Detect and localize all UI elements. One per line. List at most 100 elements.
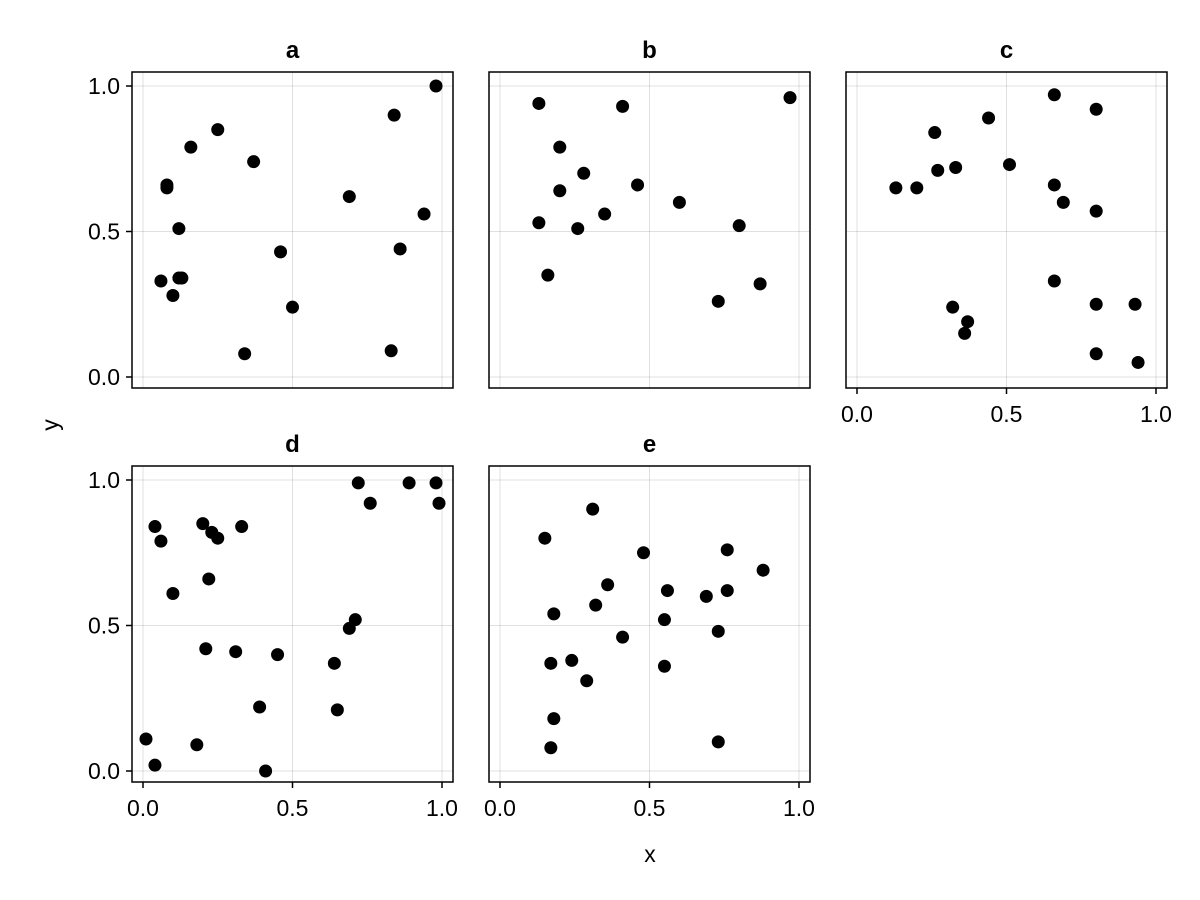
point-b-13 bbox=[753, 277, 767, 291]
y-tick-label: 0.0 bbox=[88, 758, 120, 784]
point-b-0 bbox=[532, 96, 546, 110]
panel-title: c bbox=[1000, 37, 1013, 64]
point-d-16 bbox=[327, 656, 341, 670]
point-d-5 bbox=[190, 738, 204, 752]
point-e-2 bbox=[547, 607, 561, 621]
point-a-17 bbox=[417, 207, 431, 221]
x-tick-label: 0.0 bbox=[841, 401, 873, 427]
point-e-14 bbox=[660, 584, 674, 598]
point-c-15 bbox=[1089, 204, 1103, 218]
point-d-14 bbox=[259, 764, 273, 778]
point-b-4 bbox=[553, 184, 567, 198]
point-b-3 bbox=[553, 140, 567, 154]
point-e-15 bbox=[699, 589, 713, 603]
point-a-10 bbox=[247, 155, 261, 169]
panel-b: b bbox=[488, 37, 811, 389]
x-tick-label: 0.5 bbox=[634, 795, 666, 821]
x-tick-label: 1.0 bbox=[426, 795, 458, 821]
y-tick-label: 0.0 bbox=[88, 364, 120, 390]
point-c-2 bbox=[928, 126, 942, 140]
point-a-18 bbox=[429, 79, 443, 93]
point-c-1 bbox=[910, 181, 924, 195]
point-d-24 bbox=[432, 496, 446, 510]
point-d-2 bbox=[148, 758, 162, 772]
panel-c: c 0.0 0.5 1.0 bbox=[841, 37, 1172, 427]
point-a-3 bbox=[166, 289, 180, 303]
point-e-4 bbox=[544, 741, 558, 755]
x-tick-label: 0.5 bbox=[991, 401, 1023, 427]
point-d-0 bbox=[139, 732, 153, 746]
point-a-0 bbox=[154, 274, 168, 288]
point-c-19 bbox=[1131, 355, 1145, 369]
x-tick-label: 1.0 bbox=[783, 795, 815, 821]
point-a-6 bbox=[175, 271, 189, 285]
point-c-0 bbox=[889, 181, 903, 195]
point-e-6 bbox=[580, 674, 594, 688]
point-d-1 bbox=[148, 520, 162, 534]
point-e-13 bbox=[657, 659, 671, 673]
panel-title: e bbox=[643, 431, 656, 458]
point-b-9 bbox=[631, 178, 645, 192]
point-d-21 bbox=[363, 496, 377, 510]
point-a-7 bbox=[184, 140, 198, 154]
point-d-22 bbox=[402, 476, 416, 490]
point-b-7 bbox=[598, 207, 612, 221]
point-e-5 bbox=[565, 653, 579, 667]
point-a-2 bbox=[160, 181, 174, 195]
point-b-1 bbox=[532, 216, 546, 230]
y-tick-label: 1.0 bbox=[88, 467, 120, 493]
point-d-19 bbox=[348, 613, 362, 627]
y-tick-label: 0.5 bbox=[88, 219, 120, 245]
point-b-8 bbox=[616, 99, 630, 113]
point-a-11 bbox=[274, 245, 288, 259]
point-c-14 bbox=[1089, 102, 1103, 116]
point-d-7 bbox=[199, 642, 213, 656]
panel-title: a bbox=[286, 37, 300, 64]
point-e-12 bbox=[657, 613, 671, 627]
point-b-14 bbox=[783, 91, 797, 105]
point-c-4 bbox=[946, 300, 960, 314]
point-c-16 bbox=[1089, 297, 1103, 311]
point-e-10 bbox=[616, 630, 630, 644]
point-c-3 bbox=[931, 163, 945, 177]
point-d-20 bbox=[351, 476, 365, 490]
point-e-11 bbox=[637, 546, 651, 560]
panel-e: e 0.0 0.5 1.0 bbox=[484, 431, 815, 821]
point-a-9 bbox=[238, 347, 252, 361]
point-a-13 bbox=[342, 190, 356, 204]
point-b-2 bbox=[541, 268, 555, 282]
point-c-17 bbox=[1089, 347, 1103, 361]
point-c-6 bbox=[958, 326, 972, 340]
point-c-11 bbox=[1047, 178, 1061, 192]
x-tick-label: 0.0 bbox=[127, 795, 159, 821]
point-e-18 bbox=[720, 543, 734, 557]
point-a-16 bbox=[393, 242, 407, 256]
panel-title: b bbox=[642, 37, 657, 64]
point-e-19 bbox=[720, 584, 734, 598]
panel-frame bbox=[488, 71, 811, 389]
point-e-9 bbox=[601, 578, 615, 592]
point-d-4 bbox=[166, 586, 180, 600]
x-tick-label: 0.5 bbox=[277, 795, 309, 821]
point-c-9 bbox=[1002, 158, 1016, 172]
x-tick-label: 1.0 bbox=[1140, 401, 1172, 427]
point-b-12 bbox=[732, 219, 746, 233]
point-c-10 bbox=[1047, 88, 1061, 102]
panel-a: a 0.0 0.5 1.0 bbox=[88, 37, 454, 390]
panel-d: d 0.0 0.5 1.0 0.0 0.5 1.0 bbox=[88, 431, 458, 821]
point-e-7 bbox=[586, 502, 600, 516]
point-e-3 bbox=[547, 712, 561, 726]
point-e-17 bbox=[711, 735, 725, 749]
point-b-6 bbox=[577, 166, 591, 180]
point-d-8 bbox=[202, 572, 216, 586]
point-a-8 bbox=[211, 123, 225, 137]
point-d-3 bbox=[154, 534, 168, 548]
point-d-6 bbox=[196, 517, 210, 531]
point-c-12 bbox=[1047, 274, 1061, 288]
point-b-10 bbox=[672, 195, 686, 209]
point-a-14 bbox=[384, 344, 398, 358]
point-a-4 bbox=[172, 222, 186, 236]
x-tick-label: 0.0 bbox=[484, 795, 516, 821]
y-tick-label: 0.5 bbox=[88, 613, 120, 639]
